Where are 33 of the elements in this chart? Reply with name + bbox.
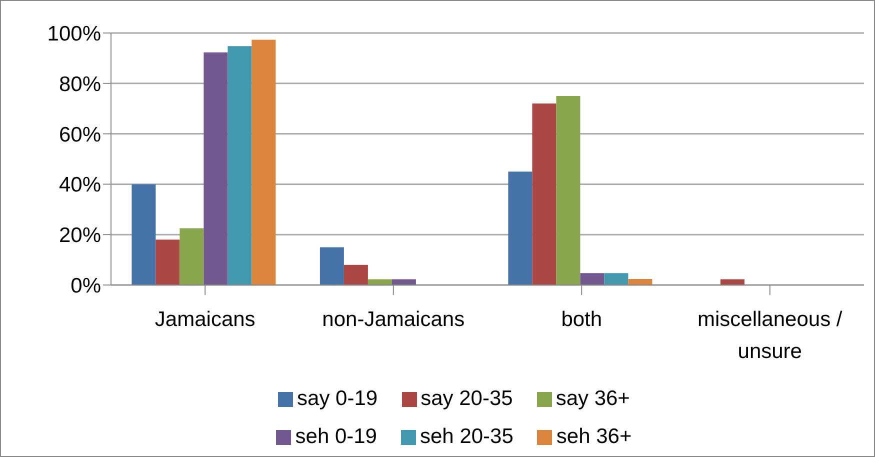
x-tick-label: miscellaneous / unsure xyxy=(698,308,842,363)
legend-label: say 20-35 xyxy=(420,387,513,410)
x-tick-label: Jamaicans xyxy=(154,308,256,331)
bar xyxy=(628,278,652,285)
y-tick-label: 80% xyxy=(58,72,101,96)
bar xyxy=(556,96,580,285)
bar xyxy=(132,184,156,285)
legend-label: say 36+ xyxy=(556,387,630,410)
bar xyxy=(204,52,228,285)
bar xyxy=(320,247,344,285)
bar xyxy=(392,279,416,285)
y-tick-label: 0% xyxy=(70,274,101,298)
x-tick-label: non-Jamaicans xyxy=(322,308,465,331)
x-tick-label: both xyxy=(561,308,602,331)
bar xyxy=(720,279,744,285)
bar xyxy=(252,40,276,285)
y-tick-label: 40% xyxy=(58,174,101,197)
y-tick-label: 20% xyxy=(58,224,101,248)
bar xyxy=(604,273,628,285)
bar xyxy=(228,46,252,285)
legend-label: say 0-19 xyxy=(297,387,378,410)
bar xyxy=(344,264,368,285)
bar xyxy=(532,104,556,285)
bar xyxy=(156,240,180,285)
bar xyxy=(180,228,204,285)
legend-label: seh 0-19 xyxy=(295,425,377,448)
bar xyxy=(508,172,532,285)
legend-label: seh 20-35 xyxy=(420,425,514,448)
y-tick-label: 60% xyxy=(58,123,101,146)
bar xyxy=(580,273,604,285)
bar xyxy=(368,279,392,285)
y-tick-label: 100% xyxy=(47,22,101,46)
legend-label: seh 36+ xyxy=(556,425,632,448)
